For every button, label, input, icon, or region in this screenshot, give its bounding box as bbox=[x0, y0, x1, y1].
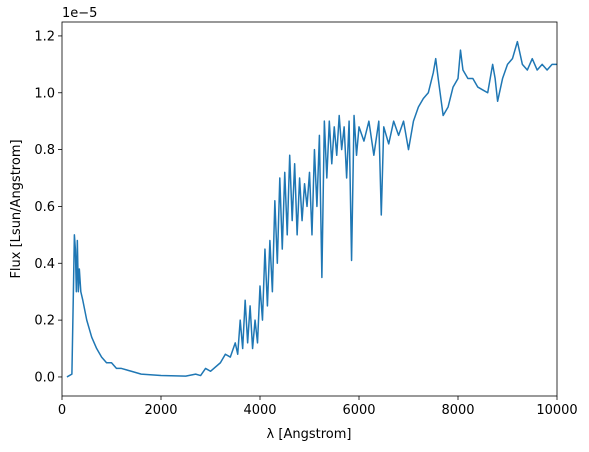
y-tick-label: 1.2 bbox=[34, 29, 55, 44]
x-tick-label: 0 bbox=[58, 403, 66, 418]
y-axis-label: Flux [Lsun/Angstrom] bbox=[9, 139, 24, 278]
x-tick-label: 10000 bbox=[536, 403, 577, 418]
spectrum-line bbox=[66, 40, 557, 378]
y-tick-label: 0.2 bbox=[34, 314, 55, 329]
x-tick-label: 2000 bbox=[144, 403, 177, 418]
x-tick-label: 8000 bbox=[441, 403, 474, 418]
y-tick-label: 0.6 bbox=[34, 200, 55, 215]
axes-frame bbox=[61, 21, 558, 397]
y-tick-label: 0.4 bbox=[34, 257, 55, 272]
x-axis-label: λ [Angstrom] bbox=[267, 427, 352, 442]
y-tick-label: 1.0 bbox=[34, 86, 55, 101]
x-tick-label: 6000 bbox=[342, 403, 375, 418]
y-tick-label: 0.8 bbox=[34, 143, 55, 158]
y-tick-label: 0.0 bbox=[34, 370, 55, 385]
x-tick-label: 4000 bbox=[243, 403, 276, 418]
offset-text: 1e−5 bbox=[62, 6, 97, 21]
